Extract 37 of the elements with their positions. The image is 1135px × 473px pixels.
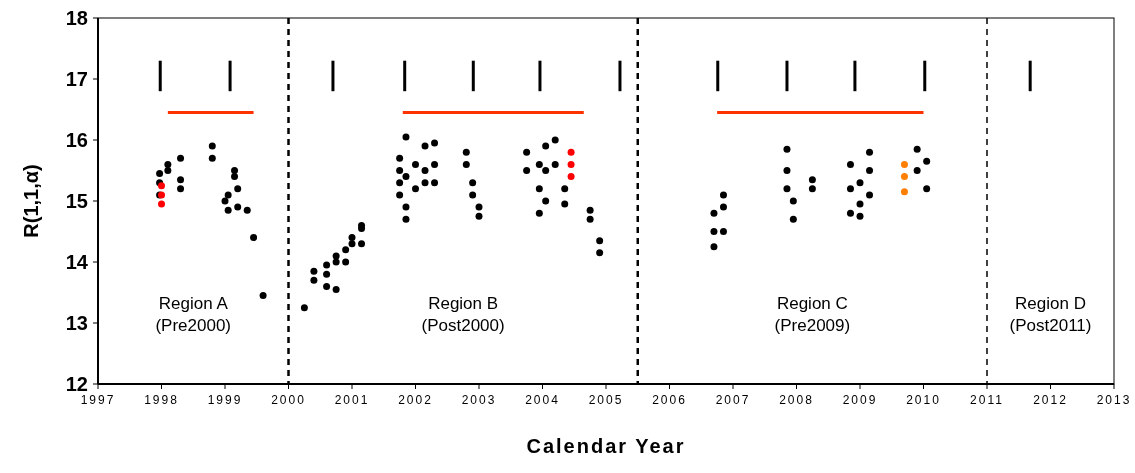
x-tick-label: 2000 <box>271 393 306 407</box>
point <box>567 148 575 156</box>
x-tick-label: 2012 <box>1033 393 1068 407</box>
y-tick-label: 16 <box>65 129 88 151</box>
x-tick-label: 2010 <box>906 393 941 407</box>
x-tick-label: 2003 <box>461 393 497 407</box>
y-tick-label: 15 <box>65 190 88 212</box>
y-tick-label: 13 <box>65 312 88 334</box>
x-tick-label: 2005 <box>588 393 624 407</box>
x-tick-label: 2007 <box>715 393 751 407</box>
point <box>567 160 575 168</box>
annotation: Region B (Post2000) <box>421 294 505 335</box>
annotation: Region A (Pre2000) <box>155 294 232 335</box>
x-tick-label: 2004 <box>525 393 560 407</box>
y-tick-label: 12 <box>65 373 88 395</box>
annotation: Region C (Pre2009) <box>774 294 851 335</box>
annotation: Region D (Post2011) <box>1009 294 1092 335</box>
x-tick-label: 2011 <box>970 393 1004 407</box>
x-tick-label: 2009 <box>842 393 878 407</box>
y-tick-label: 14 <box>65 251 89 273</box>
y-tick-label: 17 <box>65 68 88 90</box>
x-tick-label: 2013 <box>1096 393 1132 407</box>
point <box>900 160 908 168</box>
point <box>900 188 908 196</box>
x-axis-title: Calendar Year <box>526 435 686 457</box>
point <box>900 173 908 181</box>
x-tick-label: 1999 <box>207 393 243 407</box>
x-tick-label: 2002 <box>398 393 433 407</box>
x-tick-label: 2001 <box>334 393 370 407</box>
y-axis-title: R(1,1,α) <box>20 164 42 238</box>
x-tick-label: 2008 <box>779 393 814 407</box>
x-tick-label: 1998 <box>144 393 179 407</box>
x-tick-label: 2006 <box>652 393 687 407</box>
y-tick-label: 18 <box>65 7 88 29</box>
point <box>158 200 165 208</box>
point <box>567 173 575 181</box>
x-tick-label: 1997 <box>80 393 116 407</box>
